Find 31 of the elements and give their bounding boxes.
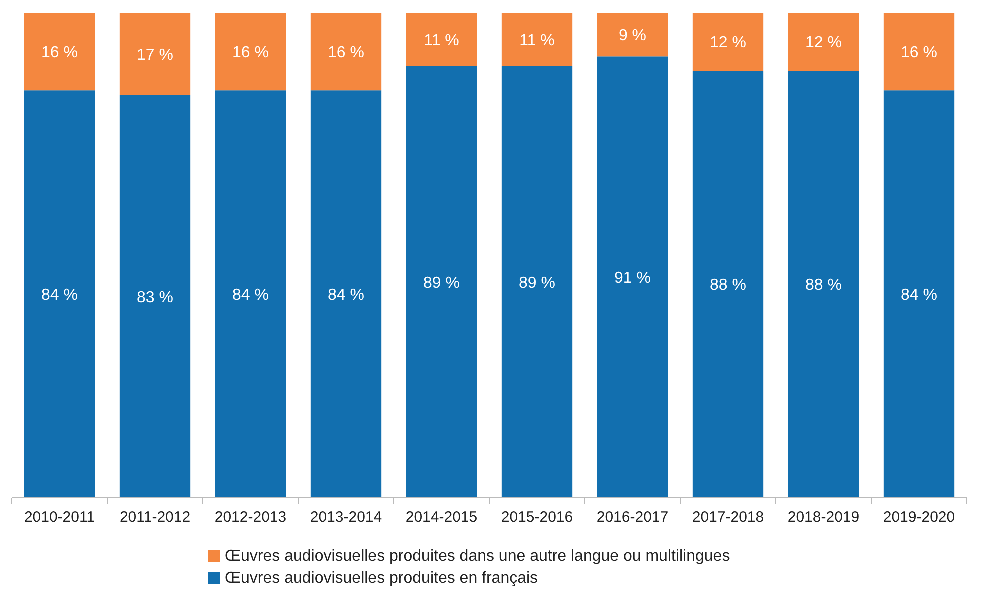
- x-tick-label: 2012-2013: [214, 509, 287, 526]
- data-label: 88 %: [806, 277, 842, 294]
- data-label: 12 %: [710, 34, 746, 52]
- x-tick-label: 2018-2019: [788, 509, 860, 526]
- data-label: 83 %: [137, 289, 174, 306]
- data-label: 88 %: [710, 277, 746, 294]
- data-label: 84 %: [232, 286, 269, 304]
- data-label: 16 %: [901, 44, 938, 62]
- data-label: 91 %: [614, 270, 651, 287]
- x-tick-label: 2016-2017: [596, 509, 669, 526]
- x-tick-label: 2014-2015: [406, 509, 478, 526]
- data-label: 16 %: [232, 44, 269, 62]
- data-label: 11 %: [520, 32, 555, 50]
- data-label: 12 %: [806, 34, 842, 52]
- data-label: 84 %: [901, 286, 938, 304]
- data-label: 16 %: [328, 44, 364, 62]
- x-tick-label: 2015-2016: [501, 509, 574, 526]
- data-label: 84 %: [328, 286, 364, 304]
- x-tick-label: 2010-2011: [24, 509, 96, 526]
- data-label: 84 %: [42, 286, 78, 304]
- data-label: 11 %: [424, 32, 460, 50]
- legend-label: Œuvres audiovisuelles produites dans une autre langue ou multilingues: [225, 548, 730, 565]
- x-tick-label: 2017-2018: [692, 509, 764, 526]
- x-tick-label: 2019-2020: [883, 509, 956, 526]
- data-label: 9 %: [618, 27, 647, 44]
- x-tick-label: 2013-2014: [310, 509, 382, 526]
- data-label: 17 %: [137, 46, 174, 64]
- data-label: 16 %: [42, 44, 78, 62]
- data-label: 89 %: [424, 274, 460, 292]
- x-tick-label: 2011-2012: [120, 509, 191, 526]
- data-label: 89 %: [519, 274, 556, 292]
